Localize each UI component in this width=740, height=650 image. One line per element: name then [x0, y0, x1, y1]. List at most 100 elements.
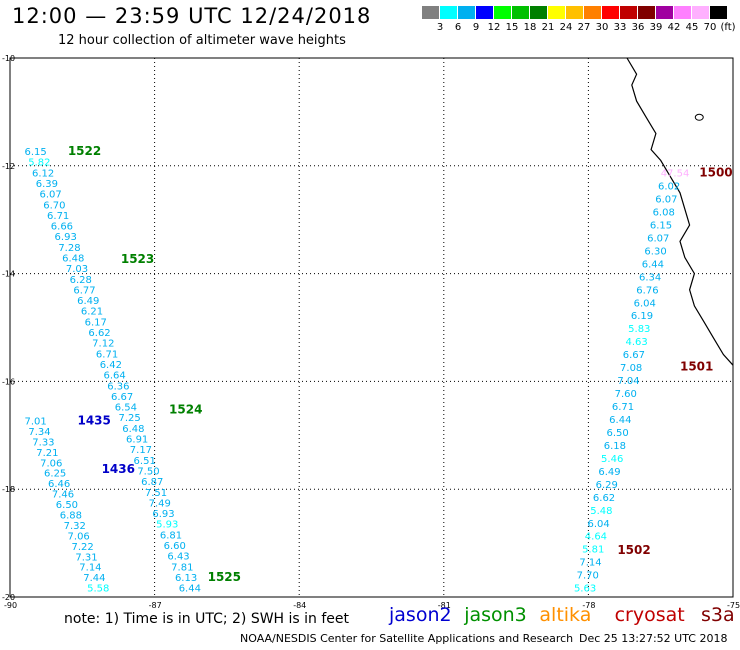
- wave-height-value: 7.44: [83, 573, 105, 584]
- wave-height-value: 7.08: [620, 363, 642, 374]
- wave-height-value: 5.93: [156, 520, 178, 531]
- wave-height-value: 6.93: [152, 509, 174, 520]
- pass-number-label: 1436: [102, 462, 135, 476]
- wave-height-value: 7.50: [137, 466, 159, 477]
- track-jason2-1436: 1436: [102, 462, 135, 476]
- colorbar-swatch: [566, 6, 584, 19]
- wave-height-value: 6.42: [100, 360, 122, 371]
- colorbar-swatch: [494, 6, 512, 19]
- wave-height-value: 6.91: [126, 435, 148, 446]
- wave-height-value: 6.07: [655, 195, 677, 206]
- wave-height-value: 6.87: [141, 477, 163, 488]
- wave-height-value: 7.49: [149, 498, 171, 509]
- wave-height-value: 6.71: [96, 349, 118, 360]
- legend-jason3: jason3: [464, 604, 527, 626]
- wave-height-value: 4.64: [585, 532, 607, 543]
- south-america-coastline: [626, 57, 734, 366]
- colorbar-label: 18: [523, 22, 537, 33]
- colorbar-swatch: [656, 6, 674, 19]
- colorbar-label: 45: [685, 22, 699, 33]
- wave-height-value: 6.88: [60, 511, 82, 522]
- wave-height-value: 6.28: [70, 275, 92, 286]
- colorbar-swatch: [548, 6, 566, 19]
- pass-number-label: 1500: [699, 166, 732, 180]
- track-jason2-1435: 7.017.347.337.217.066.256.467.466.506.88…: [24, 414, 110, 595]
- track-jason3-1523: 1523: [121, 252, 154, 266]
- colorbar-swatch: [440, 6, 458, 19]
- colorbar-swatch: [512, 6, 530, 19]
- wave-height-value: 6.93: [55, 232, 77, 243]
- latitude-tick-label: -18: [2, 485, 15, 494]
- wave-height-value: 6.71: [612, 402, 634, 413]
- wave-height-value: 6.36: [107, 381, 129, 392]
- colorbar-label: 36: [631, 22, 645, 33]
- wave-height-value: 6.21: [81, 307, 103, 318]
- wave-height-value: 6.67: [111, 392, 133, 403]
- wave-height-value: 6.17: [85, 317, 107, 328]
- colorbar-label: 6: [454, 22, 462, 33]
- wave-height-value: 5.58: [87, 584, 109, 595]
- wave-height-value: 6.76: [636, 285, 658, 296]
- latitude-tick-label: -10: [2, 54, 15, 63]
- wave-height-value: 7.33: [32, 437, 54, 448]
- creation-timestamp: Dec 25 13:27:52 UTC 2018: [579, 632, 728, 645]
- wave-height-value: 6.71: [47, 211, 69, 222]
- map-frame: [9, 57, 734, 598]
- colorbar-label: 39: [649, 22, 663, 33]
- wave-height-value: 6.44: [609, 415, 631, 426]
- wave-height-value: 6.08: [653, 207, 675, 218]
- wave-height-value: 7.22: [71, 542, 93, 553]
- colorbar-label: 27: [577, 22, 591, 33]
- wave-height-value: 7.17: [130, 445, 152, 456]
- wave-height-value: 6.18: [604, 441, 626, 452]
- credit-text: NOAA/NESDIS Center for Satellite Applica…: [240, 632, 574, 645]
- pass-number-label: 1435: [77, 414, 110, 428]
- colorbar-swatch: [530, 6, 548, 19]
- colorbar-swatch: [476, 6, 494, 19]
- wave-height-value: 7.01: [24, 417, 46, 428]
- wave-height-value: 6.50: [56, 500, 78, 511]
- colorbar-swatch: [458, 6, 476, 19]
- track-jason3-1525: 1525: [208, 570, 241, 584]
- latitude-tick-label: -14: [2, 270, 15, 279]
- track-cryosat-1500: 47.546.026.076.086.156.076.306.446.346.7…: [574, 166, 733, 595]
- wave-height-value: 6.02: [658, 182, 680, 193]
- wave-height-value: 7.21: [36, 448, 58, 459]
- colorbar-swatch: [620, 6, 638, 19]
- track-cryosat-1501: 1501: [680, 360, 713, 374]
- wave-height-value: 6.77: [73, 285, 95, 296]
- colorbar-swatch: [602, 6, 620, 19]
- wave-height-value: 7.25: [119, 413, 141, 424]
- map-title: 12:00 — 23:59 UTC 12/24/2018: [12, 4, 372, 28]
- wave-height-value: 5.83: [628, 324, 650, 335]
- wave-height-value: 6.46: [48, 479, 70, 490]
- wave-height-value: 5.82: [28, 158, 50, 169]
- wave-height-value: 6.54: [115, 403, 137, 414]
- wave-height-value: 7.81: [171, 562, 193, 573]
- wave-height-value: 6.48: [62, 254, 84, 265]
- colorbar-label: 42: [667, 22, 681, 33]
- wave-height-value: 7.14: [579, 558, 601, 569]
- colorbar-swatch: [584, 6, 602, 19]
- wave-height-value: 7.06: [68, 531, 90, 542]
- pass-number-label: 1501: [680, 360, 713, 374]
- longitude-tick-label: -84: [293, 601, 306, 610]
- pass-number-label: 1502: [617, 543, 650, 557]
- wave-height-value: 6.43: [167, 552, 189, 563]
- wave-height-value: 7.31: [75, 552, 97, 563]
- wave-height-value: 5.46: [601, 454, 623, 465]
- wave-height-value: 7.14: [79, 563, 101, 574]
- wave-height-value: 6.07: [40, 190, 62, 201]
- wave-height-value: 6.07: [647, 233, 669, 244]
- wave-height-value: 5.48: [590, 506, 612, 517]
- longitude-tick-label: -90: [4, 601, 17, 610]
- pass-number-label: 1524: [169, 403, 202, 417]
- wave-height-value: 6.44: [179, 584, 201, 595]
- axis-tick-labels: -10-12-14-16-18-20-90 -87 -84 -81 -78 -75: [2, 54, 740, 610]
- wave-height-value: 6.25: [44, 469, 66, 480]
- wave-height-value: 6.66: [51, 222, 73, 233]
- wave-height-value: 6.67: [623, 350, 645, 361]
- legend-jason2: jason2: [389, 604, 452, 626]
- wave-height-value: 5.63: [574, 584, 596, 595]
